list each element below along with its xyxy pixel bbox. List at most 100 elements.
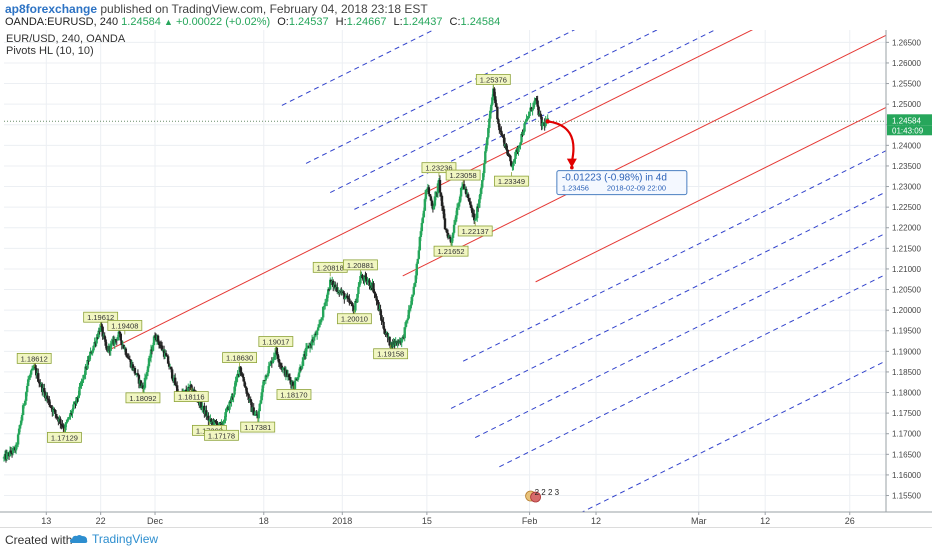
time-axis-bg <box>0 512 932 527</box>
candle-body <box>327 289 330 295</box>
candle-body <box>376 300 379 303</box>
candle-body <box>421 217 425 223</box>
candle-body <box>502 136 505 138</box>
countdown-tag <box>887 125 932 136</box>
pivot-label: 1.20881 <box>347 261 374 270</box>
tradingview-brand[interactable]: TradingView <box>70 532 158 546</box>
candle-body <box>319 319 323 323</box>
candle-body <box>476 206 479 219</box>
candle-body <box>491 97 494 105</box>
candle-body <box>128 359 132 361</box>
projection-date: 2018-02-09 22:00 <box>607 184 666 193</box>
candle-body <box>156 335 160 342</box>
candle-body <box>517 146 520 152</box>
candle-body <box>328 289 331 291</box>
candle-body <box>456 206 460 208</box>
candle-body <box>320 317 324 320</box>
candle-body <box>361 274 364 279</box>
candle-body <box>466 194 470 199</box>
candle-body <box>99 324 102 332</box>
candle-body <box>267 366 271 374</box>
candle-body <box>296 376 300 380</box>
price-tick-label: 1.17500 <box>892 409 921 418</box>
candle-body <box>245 387 248 394</box>
candle-body <box>200 400 203 408</box>
candle-body <box>23 400 27 405</box>
candle-body <box>423 199 427 211</box>
candle-body <box>357 286 360 294</box>
candle-body <box>34 365 37 369</box>
candle-body <box>408 308 411 310</box>
candle-body <box>78 386 81 396</box>
candle-body <box>104 339 107 346</box>
candle-body <box>334 284 337 288</box>
legend-indicator: Pivots HL (10, 10) <box>6 45 94 57</box>
candle-body <box>207 415 210 421</box>
pivot-label: 1.20010 <box>341 315 368 324</box>
candle-body <box>540 116 543 127</box>
candle-body <box>524 121 527 124</box>
candle-body <box>483 163 486 174</box>
price-tick-label: 1.25500 <box>892 80 921 89</box>
candle-body <box>100 324 103 327</box>
candle-body <box>88 355 91 361</box>
pivot-label-box <box>421 162 457 174</box>
candle-body <box>541 123 544 127</box>
candle-body <box>354 301 357 311</box>
time-axis[interactable]: 13 22 Dec 18 2018 15 Feb 12 Mar 12 26 <box>0 511 932 527</box>
candle-body <box>9 450 13 453</box>
candle-body <box>318 322 322 325</box>
candle-body <box>459 188 463 197</box>
candle-body <box>508 155 511 157</box>
open-value: 1.24537 <box>288 16 329 28</box>
legend-symbol: EUR/USD, 240, OANDA <box>6 33 126 45</box>
time-tick-label: 15 <box>422 516 432 526</box>
candle-body <box>422 210 426 218</box>
candle-body <box>332 280 335 287</box>
candle-body <box>352 305 355 312</box>
candle-body <box>250 402 253 412</box>
price-axis[interactable]: 1.15500 1.16000 1.16500 1.17000 1.17500 1.180… <box>885 30 932 512</box>
candle-body <box>443 218 447 230</box>
candle-body <box>53 409 56 411</box>
price-tick-label: 1.23000 <box>892 183 921 192</box>
candle-body <box>64 423 67 431</box>
pivot-label-box <box>343 259 378 271</box>
candle-body <box>119 333 122 341</box>
candle-body <box>454 215 458 222</box>
candle-body <box>416 258 420 264</box>
candle-body <box>377 302 380 311</box>
candle-body <box>527 115 530 118</box>
candle-body <box>271 359 275 364</box>
candle-body <box>47 398 50 400</box>
candle-body <box>124 348 128 355</box>
projection-arrowhead <box>566 158 577 168</box>
candle-body <box>418 237 422 251</box>
candle-body <box>323 302 327 307</box>
channel-line-red <box>535 107 887 283</box>
candle-body <box>439 192 443 196</box>
candle-body <box>126 357 130 359</box>
candle-body <box>14 444 18 451</box>
price-tick-label: 1.19500 <box>892 327 921 336</box>
candle-body <box>388 336 391 346</box>
ohlc-line: OANDA:EURUSD, 240 1.24584 ▲ +0.00022 (+0… <box>5 16 500 28</box>
candle-body <box>213 420 216 426</box>
time-tick-label: Feb <box>522 516 538 526</box>
author-link[interactable]: ap8forexchange <box>5 2 98 16</box>
pivot-label-box <box>445 169 481 181</box>
time-tick-label: 26 <box>845 516 855 526</box>
candle-body <box>15 444 19 446</box>
candle-body <box>438 179 442 193</box>
candle-body <box>519 142 522 146</box>
candle-body <box>535 98 538 101</box>
candle-body <box>31 368 35 370</box>
candle-body <box>131 364 135 370</box>
candle-body <box>436 183 440 194</box>
candle-body <box>532 102 535 109</box>
candle-body <box>230 396 233 402</box>
candle-body <box>91 350 94 354</box>
channel-line-blue <box>329 30 658 194</box>
candle-body <box>224 412 227 421</box>
